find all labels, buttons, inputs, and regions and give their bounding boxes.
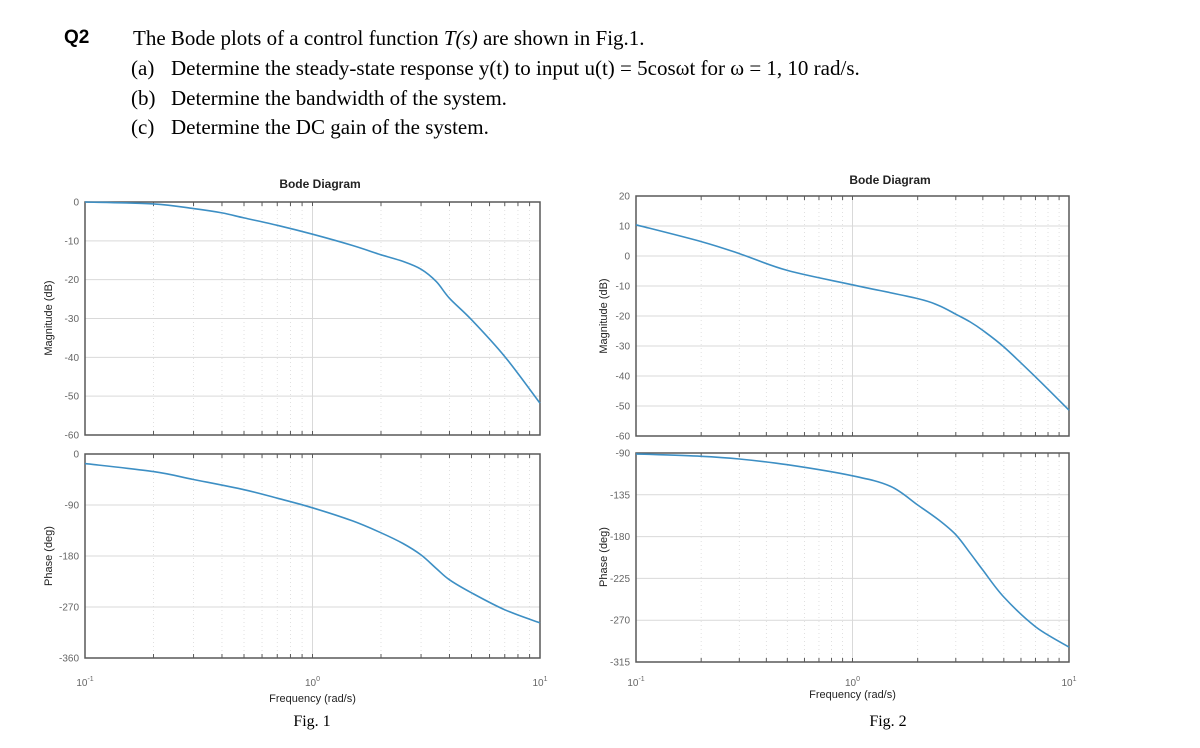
y-tick-label: -225: [610, 574, 630, 585]
magnitude-panel: 0 -10 -20 -30 -40 -50 -60 Magnitude (dB): [43, 198, 541, 442]
chart-title: Bode Diagram: [849, 173, 930, 187]
y-tick-label: -30: [65, 314, 80, 325]
y-axis-label: Magnitude (dB): [43, 280, 55, 355]
phase-panel: -90 -135 -180 -225 -270 -315 Phase (deg): [598, 449, 1070, 669]
part-text: Determine the steady-state response y(t)…: [171, 56, 860, 80]
intro-text: The Bode plots of a control function: [133, 26, 444, 50]
y-tick-label: 0: [624, 252, 630, 263]
tick-base: 10: [627, 678, 639, 689]
y-tick-label: -40: [65, 353, 80, 364]
y-tick-label: -270: [610, 616, 630, 627]
y-tick-label: -20: [616, 312, 631, 323]
y-tick-label: -360: [59, 654, 79, 665]
transfer-function-symbol: T(s): [443, 26, 478, 50]
intro-text-end: are shown in Fig.1.: [477, 26, 645, 50]
tick-base: 10: [845, 678, 857, 689]
y-axis-label: Phase (deg): [43, 526, 55, 586]
y-axis-label: Phase (deg): [598, 527, 610, 587]
y-tick-label: -50: [65, 392, 80, 403]
x-tick-label: 100: [845, 676, 860, 689]
y-tick-label: -60: [65, 431, 80, 442]
question-part-b: (b) Determine the bandwidth of the system…: [131, 86, 507, 111]
bode-figure-2: Bode Diagram20100-10-20-30-40-50-60Magni…: [598, 173, 1077, 730]
y-tick-label: 20: [619, 192, 631, 203]
tick-exponent: 1: [1073, 676, 1077, 683]
y-tick-label: -10: [65, 236, 80, 247]
question-part-a: (a) Determine the steady-state response y…: [131, 56, 860, 81]
magnitude-curve: [635, 224, 1070, 411]
tick-exponent: 0: [856, 676, 860, 683]
x-tick-label: 10-1: [627, 676, 644, 689]
axes-box: [84, 201, 541, 436]
y-tick-label: -10: [616, 282, 631, 293]
y-tick-label: 0: [73, 450, 79, 461]
x-axis-label: Frequency (rad/s): [269, 693, 356, 705]
y-tick-label: -180: [59, 552, 79, 563]
y-tick-label: -270: [59, 603, 79, 614]
x-tick-label: 101: [1061, 676, 1076, 689]
question-number: Q2: [64, 27, 90, 48]
part-label: (a): [131, 56, 155, 80]
y-tick-label: -315: [610, 658, 630, 669]
axes-box: [635, 452, 1070, 663]
bode-figure-1: Bode Diagram0-10-20-30-40-50-60Magnitude…: [43, 177, 548, 730]
figure-caption: Fig. 2: [869, 713, 906, 730]
question-part-c: (c) Determine the DC gain of the system.: [131, 115, 489, 140]
tick-base: 10: [76, 678, 88, 689]
part-text: Determine the bandwidth of the system.: [171, 86, 507, 110]
part-label: (c): [131, 115, 155, 139]
y-tick-label: -20: [65, 275, 80, 286]
y-tick-label: 10: [619, 222, 631, 233]
tick-base: 10: [1061, 678, 1073, 689]
x-tick-label: 101: [532, 676, 547, 689]
tick-exponent: 0: [316, 676, 320, 683]
y-tick-label: -50: [616, 402, 631, 413]
tick-exponent: 1: [544, 676, 548, 683]
magnitude-panel: 20 10 0 -10 -20 -30 -40 -50 -60 Magnitude (dB): [598, 192, 1070, 443]
phase-curve: [635, 453, 1070, 648]
y-tick-label: -30: [616, 342, 631, 353]
figure-caption: Fig. 1: [293, 713, 330, 730]
tick-base: 10: [305, 678, 317, 689]
part-label: (b): [131, 86, 156, 110]
y-tick-label: -180: [610, 532, 630, 543]
y-tick-label: -135: [610, 490, 630, 501]
tick-exponent: -1: [638, 676, 644, 683]
phase-panel: 0 -90 -180 -270 -360 Phase (deg): [43, 450, 541, 665]
y-tick-label: -60: [616, 432, 631, 443]
tick-exponent: -1: [87, 676, 93, 683]
part-text: Determine the DC gain of the system.: [171, 115, 489, 139]
y-tick-label: -90: [65, 501, 80, 512]
question-intro: The Bode plots of a control function T(s…: [133, 26, 645, 51]
magnitude-curve: [84, 201, 541, 404]
x-axis-label: Frequency (rad/s): [809, 689, 896, 701]
y-tick-label: -90: [616, 449, 631, 460]
axes-box: [84, 453, 541, 659]
chart-title: Bode Diagram: [279, 177, 360, 191]
x-tick-label: 10-1: [76, 676, 93, 689]
tick-base: 10: [532, 678, 544, 689]
axes-box: [635, 195, 1070, 437]
phase-curve: [84, 462, 541, 624]
y-axis-label: Magnitude (dB): [598, 278, 610, 353]
x-tick-label: 100: [305, 676, 320, 689]
y-tick-label: 0: [73, 198, 79, 209]
y-tick-label: -40: [616, 372, 631, 383]
